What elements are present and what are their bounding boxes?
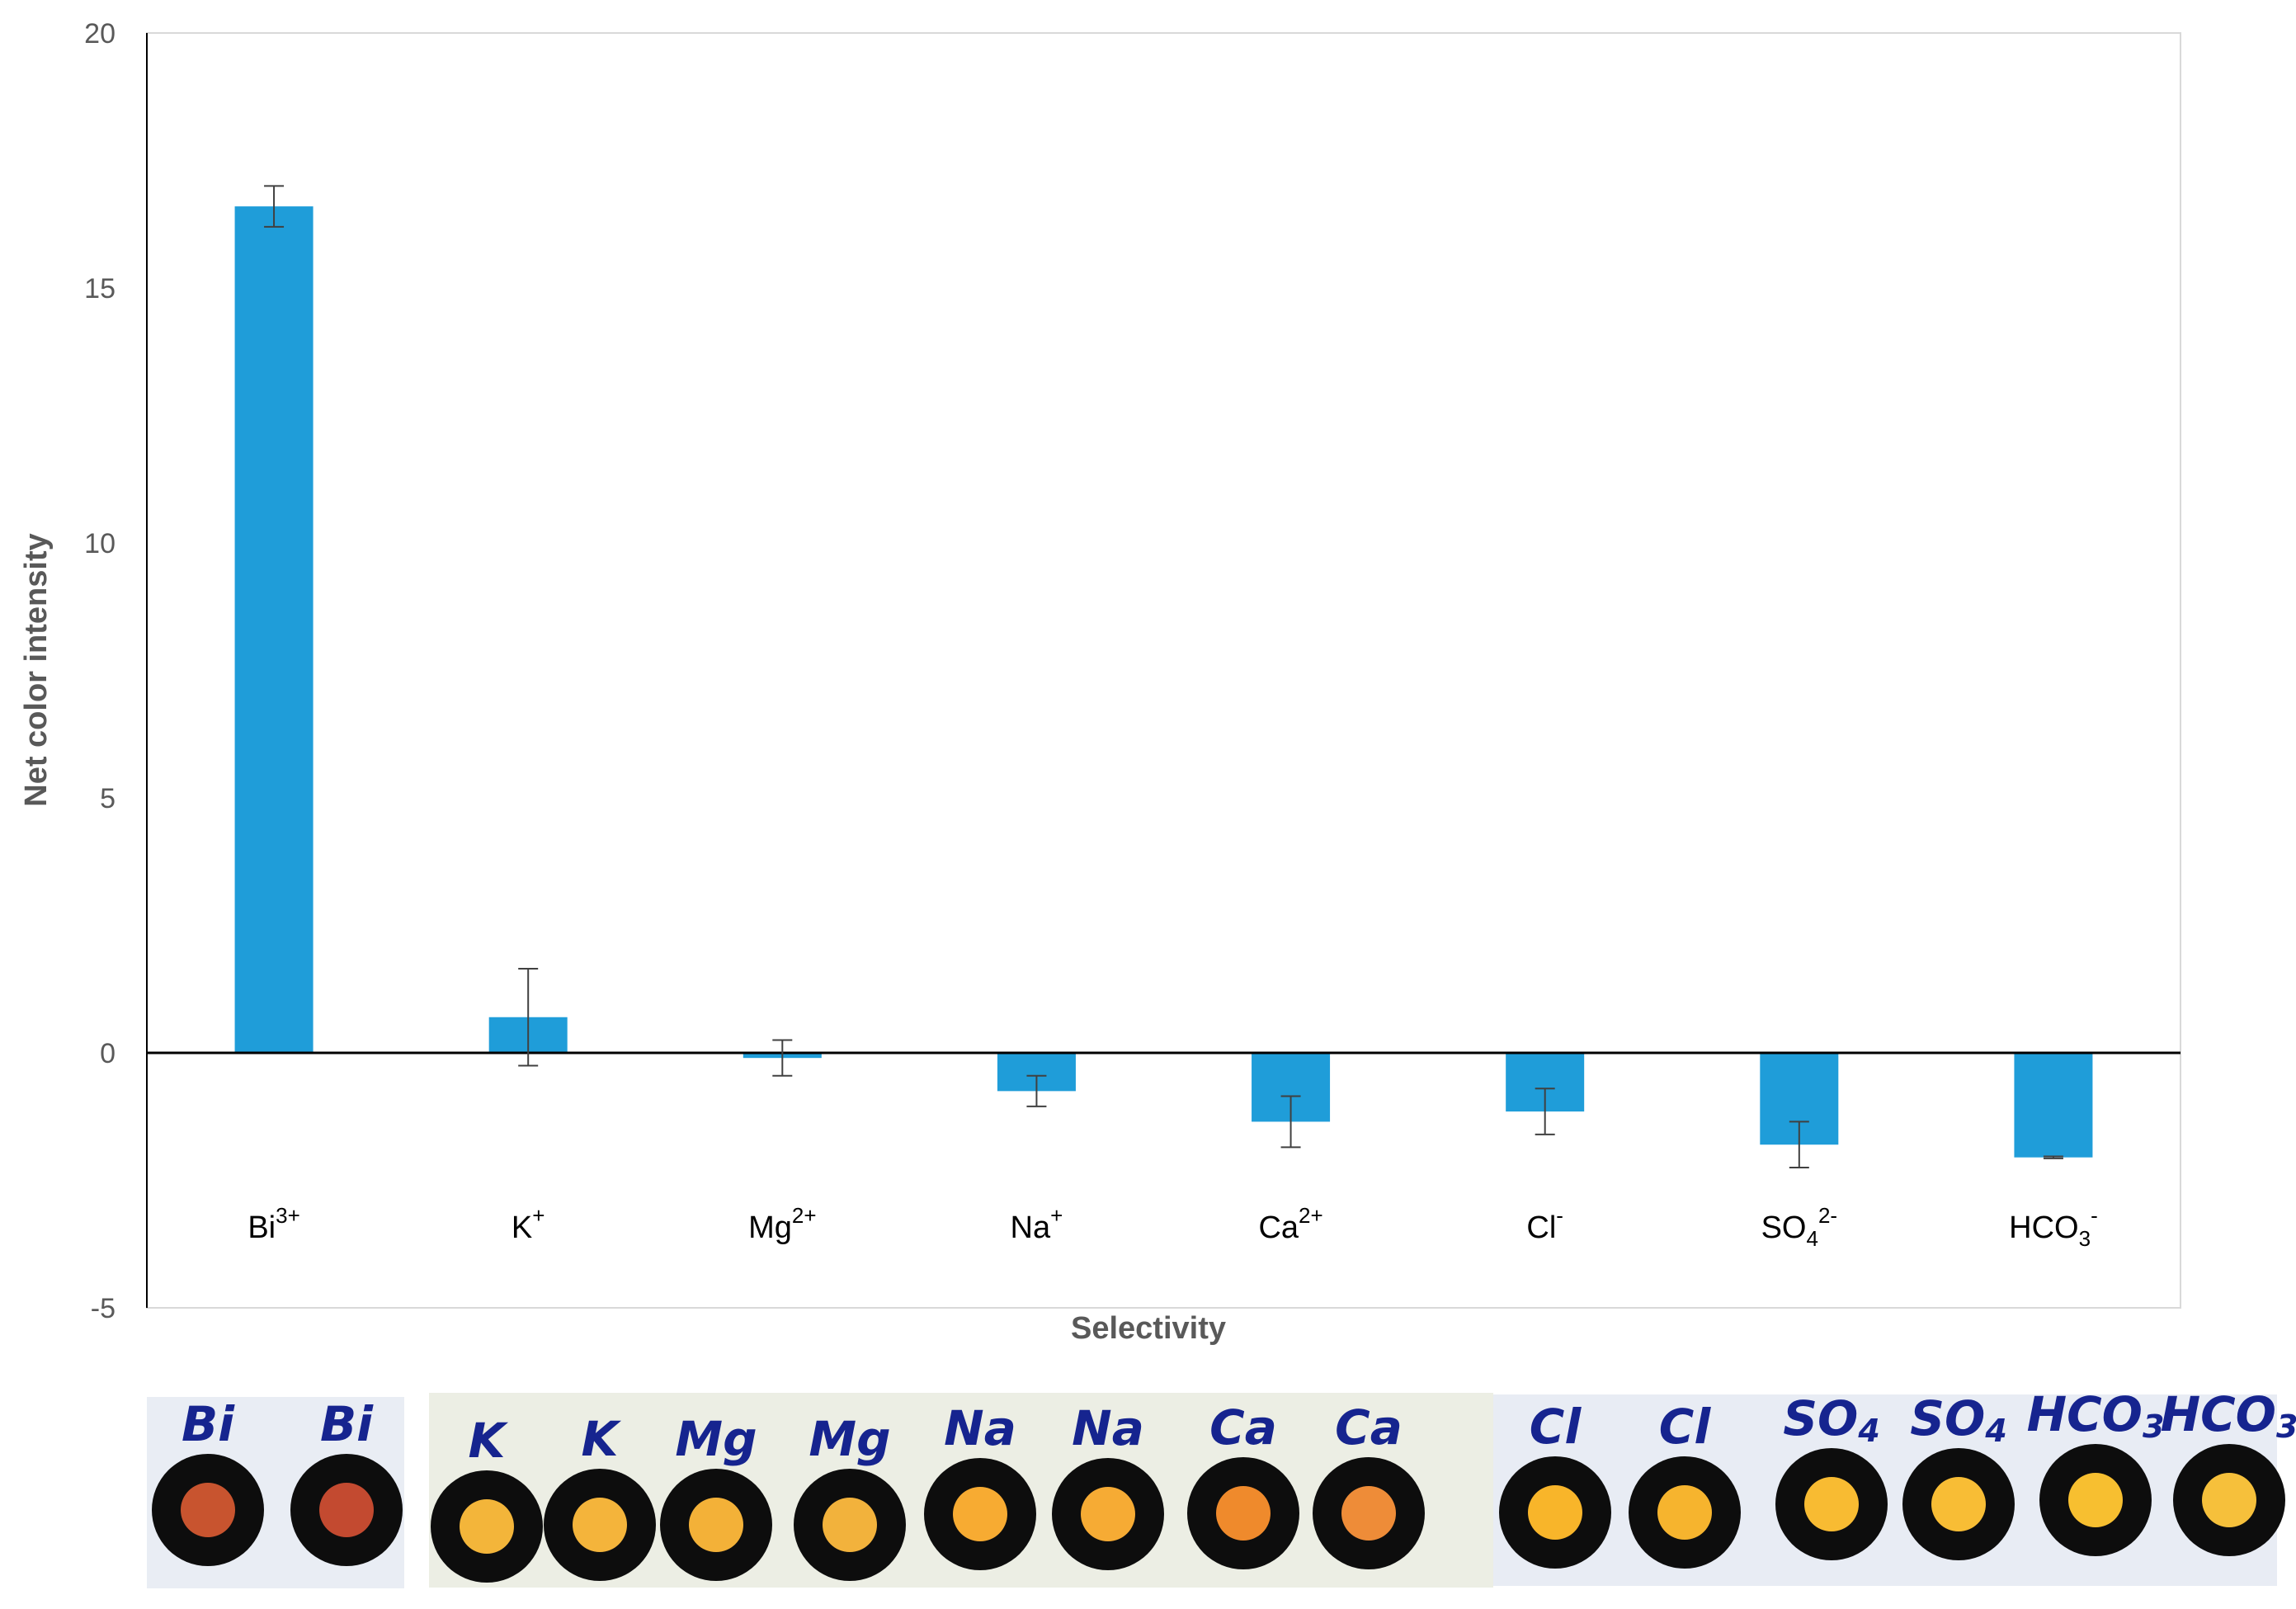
category-label: Na+ bbox=[1011, 1203, 1063, 1245]
spot-label: Bi bbox=[182, 1396, 235, 1452]
spot-sample: SO4 bbox=[1775, 1390, 1888, 1560]
y-tick-label: 20 bbox=[84, 18, 116, 50]
spot-sample: Mg bbox=[660, 1411, 772, 1581]
spot-center bbox=[1931, 1477, 1986, 1531]
y-axis-title: Net color intensity bbox=[19, 533, 54, 807]
spot-center bbox=[2068, 1473, 2123, 1527]
bar bbox=[2014, 1053, 2093, 1158]
spot-sample: Bi bbox=[152, 1396, 264, 1566]
spot-sample: Na bbox=[924, 1400, 1036, 1570]
error-bars bbox=[264, 185, 2063, 1169]
spot-center bbox=[823, 1498, 877, 1552]
spot-center bbox=[460, 1499, 514, 1554]
spot-label: Bi bbox=[320, 1396, 374, 1452]
spot-sample: SO4 bbox=[1902, 1390, 2015, 1560]
spot-center bbox=[2202, 1473, 2256, 1527]
spot-center bbox=[953, 1487, 1007, 1541]
spot-label: Ca bbox=[1335, 1399, 1403, 1456]
category-label: SO42- bbox=[1761, 1203, 1838, 1251]
y-tick-label: 5 bbox=[100, 783, 116, 814]
spot-sample: Mg bbox=[794, 1411, 906, 1581]
error-bar bbox=[1026, 1074, 1047, 1107]
category-label: HCO3- bbox=[2009, 1203, 2098, 1251]
spot-label: SO4 bbox=[1783, 1390, 1880, 1449]
spot-sample: K bbox=[544, 1411, 656, 1581]
spot-sample: Na bbox=[1052, 1400, 1164, 1570]
category-label: Cl- bbox=[1526, 1203, 1563, 1245]
spot-sample: K bbox=[431, 1413, 543, 1583]
spot-label: Mg bbox=[675, 1411, 757, 1467]
error-bar bbox=[264, 185, 285, 228]
error-bar bbox=[1280, 1095, 1301, 1149]
spot-sample: Bi bbox=[290, 1396, 403, 1566]
spot-center bbox=[181, 1483, 235, 1537]
spot-label: Mg bbox=[809, 1411, 890, 1467]
spot-label: K bbox=[469, 1413, 509, 1469]
spot-label: K bbox=[582, 1411, 622, 1467]
y-tick-label: 10 bbox=[84, 528, 116, 559]
spot-center bbox=[1341, 1486, 1396, 1541]
spot-label: Na bbox=[1072, 1400, 1144, 1456]
spot-sample: HCO3 bbox=[2027, 1386, 2165, 1556]
bar bbox=[234, 206, 314, 1053]
category-label: Mg2+ bbox=[748, 1203, 816, 1245]
spot-center bbox=[573, 1498, 627, 1552]
category-label: Bi3+ bbox=[248, 1203, 299, 1245]
spot-label: Ca bbox=[1209, 1399, 1277, 1456]
spot-center bbox=[689, 1498, 743, 1552]
error-bar bbox=[772, 1039, 793, 1077]
spot-sample: HCO3 bbox=[2161, 1386, 2296, 1556]
spot-center bbox=[1081, 1487, 1135, 1541]
spot-center bbox=[1657, 1485, 1712, 1540]
error-bar bbox=[2043, 1155, 2063, 1159]
spot-sample: Ca bbox=[1313, 1399, 1425, 1569]
spot-sample: Cl bbox=[1499, 1399, 1611, 1569]
spot-label: Cl bbox=[1530, 1399, 1582, 1455]
spot-label: HCO3 bbox=[2027, 1386, 2165, 1445]
spot-center bbox=[319, 1483, 374, 1537]
y-tick-label: 15 bbox=[84, 273, 116, 304]
category-label: K+ bbox=[512, 1203, 545, 1245]
x-category-labels: Bi3+ K+ Mg2+ Na+ Ca2+ Cl- SO42- HCO3- bbox=[248, 1203, 2097, 1251]
y-axis-ticks: -5 0 5 10 15 20 bbox=[84, 18, 116, 1324]
spot-center bbox=[1216, 1486, 1271, 1541]
error-bar bbox=[1789, 1121, 1809, 1169]
error-bar bbox=[1535, 1088, 1555, 1135]
error-bar bbox=[518, 968, 539, 1067]
x-axis-title: Selectivity bbox=[1071, 1311, 1226, 1346]
spot-center bbox=[1804, 1477, 1859, 1531]
spot-label: SO4 bbox=[1910, 1390, 2007, 1449]
y-tick-label: 0 bbox=[100, 1038, 116, 1069]
spot-sample: Ca bbox=[1187, 1399, 1299, 1569]
category-label: Ca2+ bbox=[1258, 1203, 1322, 1245]
spot-center bbox=[1528, 1485, 1582, 1540]
y-tick-label: -5 bbox=[91, 1293, 116, 1324]
spot-label: HCO3 bbox=[2161, 1386, 2296, 1445]
spot-label: Cl bbox=[1659, 1399, 1712, 1455]
spot-label: Na bbox=[944, 1400, 1016, 1456]
spot-sample: Cl bbox=[1629, 1399, 1741, 1569]
